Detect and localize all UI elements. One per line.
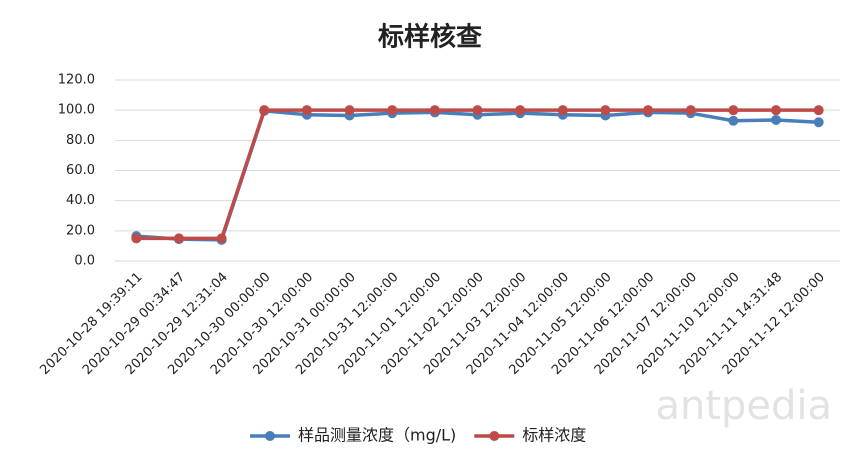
- y-tick-label: 80.0: [66, 133, 95, 148]
- data-point: [643, 105, 654, 116]
- y-tick-label: 20.0: [66, 223, 95, 238]
- watermark: antpedia: [655, 383, 832, 429]
- data-point: [728, 115, 739, 126]
- data-point: [813, 105, 824, 116]
- y-tick-label: 120.0: [58, 73, 95, 88]
- data-point: [472, 105, 483, 116]
- legend-label: 样品测量浓度（mg/L): [298, 426, 456, 445]
- y-tick-label: 60.0: [66, 163, 95, 178]
- data-point: [259, 105, 270, 116]
- y-tick-label: 0.0: [74, 254, 95, 269]
- data-point: [771, 105, 782, 116]
- data-point: [173, 233, 184, 244]
- legend-marker: [489, 431, 500, 441]
- y-tick-label: 100.0: [58, 103, 95, 118]
- data-point: [557, 105, 568, 116]
- data-point: [429, 105, 440, 116]
- data-point: [515, 105, 526, 116]
- data-point: [387, 105, 398, 116]
- data-point: [771, 114, 782, 125]
- data-point: [685, 105, 696, 116]
- chart-title: 标样核查: [378, 22, 482, 53]
- data-point: [600, 105, 611, 116]
- legend-marker: [265, 431, 275, 441]
- data-point: [301, 105, 312, 116]
- data-point: [344, 105, 355, 116]
- data-point: [216, 233, 227, 244]
- data-point: [728, 105, 739, 116]
- data-point: [131, 233, 142, 244]
- legend-label: 标样浓度: [522, 426, 586, 445]
- data-point: [813, 117, 824, 128]
- y-tick-label: 40.0: [66, 193, 95, 208]
